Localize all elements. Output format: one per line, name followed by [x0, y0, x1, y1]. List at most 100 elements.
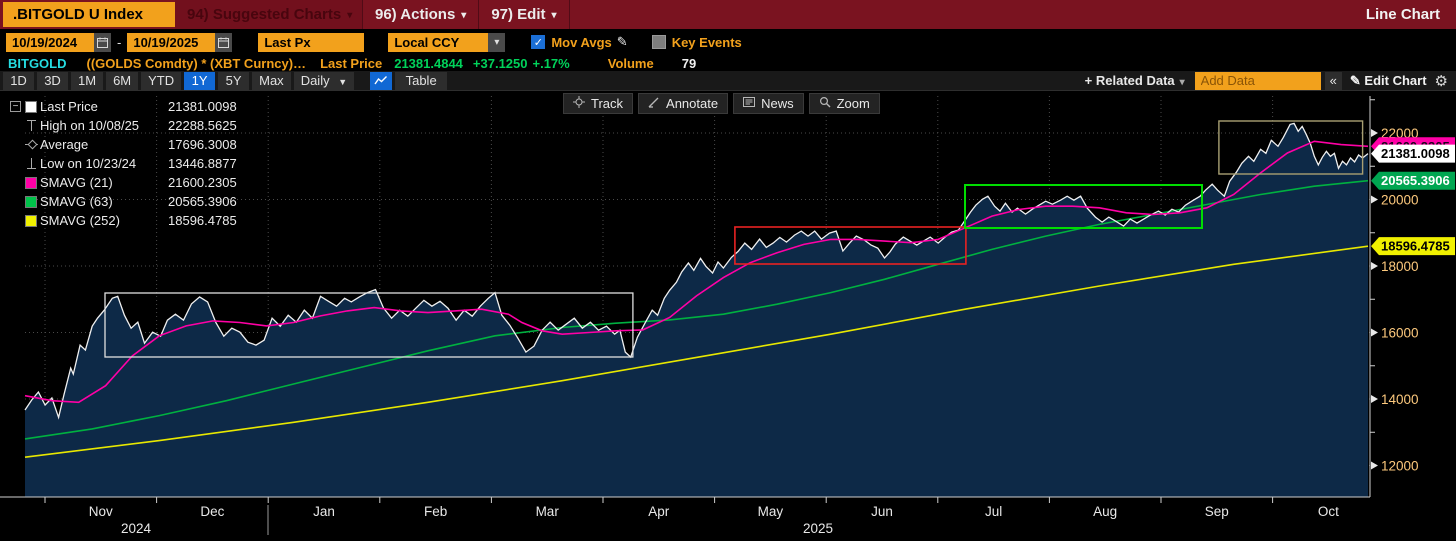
- month-label: Jan: [313, 504, 335, 519]
- track-button[interactable]: Track: [563, 93, 634, 114]
- year-label: 2024: [121, 521, 152, 536]
- security-info-row: BITGOLD ((GOLDS Comdty) * (XBT Curncy)… …: [0, 55, 1456, 71]
- caret-down-icon: ▾: [551, 10, 557, 21]
- range-button-6m[interactable]: 6M: [106, 71, 139, 90]
- annotation-box-3[interactable]: [964, 184, 1203, 229]
- price-change-percent: +.17%: [532, 55, 570, 71]
- suggested-charts-menu[interactable]: 94) Suggested Charts ▾: [175, 0, 363, 29]
- legend-row[interactable]: Low on 10/23/24 13446.8877: [10, 154, 237, 173]
- legend-label: SMAVG (21): [40, 175, 113, 190]
- legend-label: SMAVG (63): [40, 194, 113, 209]
- legend-label: High on 10/08/25: [40, 118, 140, 133]
- line-chart-icon: [374, 76, 388, 85]
- chart-toolbar: 1D 3D 1M 6M YTD 1Y 5Y Max Daily ▼ Table + Relat…: [0, 71, 1456, 91]
- price-field-select[interactable]: Last Px: [258, 32, 365, 52]
- month-label: Dec: [200, 504, 224, 519]
- month-label: Sep: [1205, 504, 1229, 519]
- legend-value: 17696.3008: [168, 137, 237, 152]
- legend-row[interactable]: − Last Price 21381.0098: [10, 97, 237, 116]
- price-tag: 18596.4785: [1371, 237, 1455, 256]
- svg-text:22000: 22000: [1381, 126, 1419, 141]
- legend-value: 21381.0098: [168, 99, 237, 114]
- annotation-box-2[interactable]: [734, 226, 967, 265]
- month-label: Nov: [89, 504, 113, 519]
- line-chart-type-button[interactable]: [370, 71, 393, 90]
- caret-down-icon: ▾: [347, 10, 353, 21]
- gear-icon[interactable]: ⚙: [1434, 72, 1448, 90]
- price-tag: 21381.0098: [1371, 144, 1455, 163]
- svg-text:18000: 18000: [1381, 259, 1419, 274]
- security-ticker-box[interactable]: .BITGOLD U Index: [3, 2, 175, 27]
- caret-down-icon: ▼: [338, 76, 348, 87]
- key-events-label: Key Events: [671, 34, 742, 50]
- chart-type-label: Line Chart: [1365, 6, 1440, 23]
- svg-text:16000: 16000: [1381, 326, 1419, 341]
- currency-select[interactable]: Local CCY: [388, 32, 489, 52]
- legend-value: 20565.3906: [168, 194, 237, 209]
- month-label: Jul: [985, 504, 1002, 519]
- news-button[interactable]: News: [733, 93, 804, 114]
- range-button-1y[interactable]: 1Y: [184, 71, 216, 90]
- zoom-icon: [819, 96, 837, 111]
- last-price-label: Last Price: [320, 55, 383, 71]
- caret-down-icon[interactable]: ▾: [488, 32, 506, 52]
- chart-area: 12000 14000 16000 18000 20000 22000 Nov Dec Jan F…: [0, 91, 1456, 536]
- annotate-icon: [648, 96, 666, 111]
- collapse-panel-button[interactable]: «: [1324, 71, 1342, 90]
- year-label: 2025: [803, 521, 833, 536]
- month-label: Jun: [871, 504, 893, 519]
- legend-row[interactable]: SMAVG (21) 21600.2305: [10, 173, 237, 192]
- price-area-fill: [25, 123, 1368, 498]
- price-change: +37.1250: [472, 55, 528, 71]
- range-button-1d[interactable]: 1D: [3, 71, 34, 90]
- legend-swatch: [25, 195, 37, 208]
- zoom-button[interactable]: Zoom: [808, 93, 880, 114]
- range-button-1m[interactable]: 1M: [71, 71, 104, 90]
- legend-row[interactable]: SMAVG (252) 18596.4785: [10, 211, 237, 230]
- caret-down-icon: ▾: [461, 10, 467, 21]
- calendar-icon[interactable]: [215, 32, 233, 52]
- month-label: Feb: [424, 504, 447, 519]
- high-marker-icon: [25, 119, 38, 132]
- edit-menu[interactable]: 97) Edit ▾: [479, 0, 570, 29]
- legend-label: Low on 10/23/24: [40, 156, 137, 171]
- related-data-menu[interactable]: + Related Data ▾: [1084, 73, 1185, 88]
- range-button-3d[interactable]: 3D: [37, 71, 68, 90]
- mov-avgs-label: Mov Avgs: [551, 34, 612, 50]
- month-label: Aug: [1093, 504, 1117, 519]
- legend-row[interactable]: Average 17696.3008: [10, 135, 237, 154]
- annotate-button[interactable]: Annotate: [638, 93, 729, 114]
- legend-row[interactable]: High on 10/08/25 22288.5625: [10, 116, 237, 135]
- pencil-icon[interactable]: ✎: [616, 34, 628, 49]
- legend-swatch: [25, 176, 37, 189]
- legend-value: 22288.5625: [168, 118, 237, 133]
- mov-avgs-checkbox[interactable]: ✓: [531, 35, 546, 49]
- date-to-field[interactable]: 10/19/2025: [127, 32, 216, 52]
- month-label: Mar: [536, 504, 560, 519]
- svg-text:20000: 20000: [1381, 193, 1419, 208]
- annotation-box-4[interactable]: [1218, 120, 1364, 175]
- calendar-icon[interactable]: [94, 32, 111, 52]
- add-data-input[interactable]: [1194, 71, 1321, 90]
- range-button-5y[interactable]: 5Y: [218, 71, 250, 90]
- period-select[interactable]: Daily ▼: [293, 71, 355, 90]
- legend-collapse-icon[interactable]: −: [10, 101, 21, 112]
- table-button[interactable]: Table: [395, 71, 448, 90]
- legend-row[interactable]: SMAVG (63) 20565.3906: [10, 192, 237, 211]
- legend-label: Average: [40, 137, 89, 152]
- actions-menu[interactable]: 96) Actions ▾: [363, 0, 480, 29]
- key-events-checkbox[interactable]: [651, 35, 666, 49]
- svg-text:20565.3906: 20565.3906: [1381, 173, 1450, 188]
- range-buttons: 1D 3D 1M 6M YTD 1Y 5Y Max: [0, 71, 291, 90]
- edit-chart-button[interactable]: ✎ Edit Chart: [1349, 72, 1427, 88]
- range-button-ytd[interactable]: YTD: [141, 71, 182, 90]
- price-tag: 20565.3906: [1371, 171, 1455, 190]
- price-chart: 12000 14000 16000 18000 20000 22000 Nov Dec Jan F…: [0, 96, 1455, 536]
- caret-down-icon: ▾: [1179, 77, 1185, 88]
- date-from-field[interactable]: 10/19/2024: [6, 32, 94, 52]
- svg-text:18596.4785: 18596.4785: [1381, 239, 1450, 254]
- annotation-box-1[interactable]: [104, 292, 634, 358]
- avg-marker-icon: [25, 138, 38, 151]
- pencil-icon: ✎: [1349, 72, 1361, 88]
- range-button-max[interactable]: Max: [252, 71, 291, 90]
